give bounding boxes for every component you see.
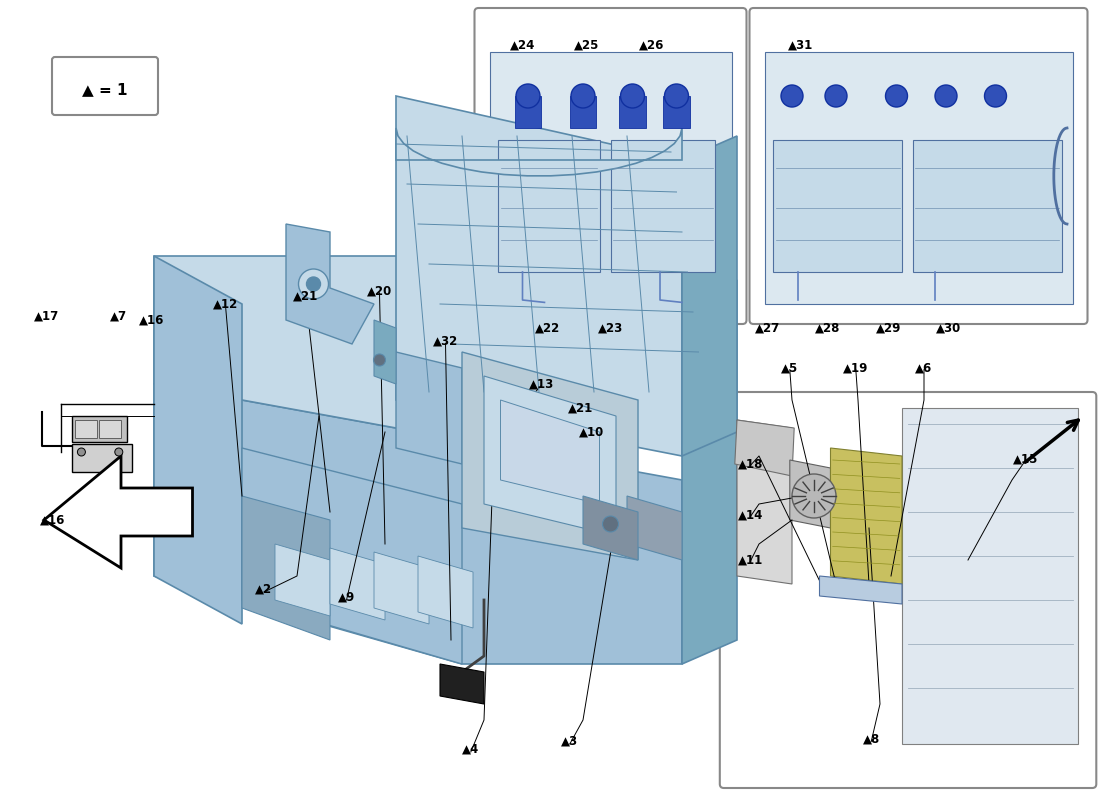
Bar xyxy=(75,420,97,438)
Polygon shape xyxy=(663,96,690,128)
Polygon shape xyxy=(610,140,715,272)
Text: a passion for parts since...: a passion for parts since... xyxy=(240,462,530,530)
Text: ▲5: ▲5 xyxy=(781,362,799,374)
Polygon shape xyxy=(396,128,682,176)
Polygon shape xyxy=(737,420,792,584)
Circle shape xyxy=(935,85,957,107)
Text: ▲3: ▲3 xyxy=(561,735,579,748)
Polygon shape xyxy=(773,140,902,272)
Circle shape xyxy=(298,269,329,299)
Polygon shape xyxy=(515,96,541,128)
Text: ▲9: ▲9 xyxy=(338,591,355,604)
Text: ▲11: ▲11 xyxy=(738,554,762,566)
Text: ▲15: ▲15 xyxy=(1012,453,1038,466)
Text: ▲ = 1: ▲ = 1 xyxy=(82,82,128,98)
FancyBboxPatch shape xyxy=(719,392,1097,788)
Polygon shape xyxy=(682,136,737,456)
Polygon shape xyxy=(286,224,374,344)
Circle shape xyxy=(77,448,86,456)
Text: ▲32: ▲32 xyxy=(433,335,458,348)
Text: ▲22: ▲22 xyxy=(536,322,560,334)
Text: ▲8: ▲8 xyxy=(862,733,880,746)
Text: ▲10: ▲10 xyxy=(580,426,604,438)
Polygon shape xyxy=(154,256,242,624)
Polygon shape xyxy=(583,496,638,560)
Polygon shape xyxy=(396,96,682,456)
Polygon shape xyxy=(440,664,484,704)
Text: ▲18: ▲18 xyxy=(737,458,763,470)
Polygon shape xyxy=(830,448,902,584)
Polygon shape xyxy=(418,556,473,628)
Circle shape xyxy=(374,354,385,366)
Circle shape xyxy=(603,516,618,532)
Circle shape xyxy=(114,448,123,456)
Circle shape xyxy=(307,277,320,291)
Polygon shape xyxy=(820,576,902,604)
Text: ▲24: ▲24 xyxy=(509,39,536,52)
Text: ▲29: ▲29 xyxy=(876,322,902,334)
Polygon shape xyxy=(490,52,732,304)
Circle shape xyxy=(620,84,645,108)
Polygon shape xyxy=(154,256,682,440)
Polygon shape xyxy=(374,320,396,384)
Text: ▲2: ▲2 xyxy=(255,583,273,596)
Circle shape xyxy=(886,85,907,107)
Polygon shape xyxy=(484,376,616,536)
Text: ▲30: ▲30 xyxy=(936,322,960,334)
Text: ▲23: ▲23 xyxy=(598,322,623,334)
Circle shape xyxy=(571,84,595,108)
Text: ▲20: ▲20 xyxy=(367,285,392,298)
Polygon shape xyxy=(275,544,330,616)
Circle shape xyxy=(984,85,1006,107)
Text: ▲6: ▲6 xyxy=(915,362,933,374)
Polygon shape xyxy=(913,140,1062,272)
Text: euro: euro xyxy=(232,363,428,437)
Text: ▲21: ▲21 xyxy=(569,402,593,414)
Text: ▲16: ▲16 xyxy=(40,514,66,526)
Circle shape xyxy=(664,84,689,108)
Circle shape xyxy=(825,85,847,107)
Text: ▲19: ▲19 xyxy=(843,362,869,374)
Polygon shape xyxy=(735,420,794,476)
Polygon shape xyxy=(462,352,638,560)
Text: ▲16: ▲16 xyxy=(139,314,165,326)
Polygon shape xyxy=(242,496,330,640)
Bar xyxy=(99,420,121,438)
FancyBboxPatch shape xyxy=(52,57,158,115)
Text: ▲21: ▲21 xyxy=(294,290,318,302)
Polygon shape xyxy=(627,496,682,560)
Polygon shape xyxy=(902,408,1078,744)
Bar xyxy=(72,444,132,472)
Polygon shape xyxy=(330,548,385,620)
Polygon shape xyxy=(396,352,462,464)
Text: ▲14: ▲14 xyxy=(737,509,763,522)
Polygon shape xyxy=(242,448,462,664)
Text: ▲12: ▲12 xyxy=(213,298,238,310)
FancyBboxPatch shape xyxy=(749,8,1088,324)
Text: ▲7: ▲7 xyxy=(110,310,128,322)
Text: ▲27: ▲27 xyxy=(756,322,780,334)
Polygon shape xyxy=(498,140,600,272)
Text: ▲28: ▲28 xyxy=(814,322,840,334)
Circle shape xyxy=(516,84,540,108)
Circle shape xyxy=(781,85,803,107)
Polygon shape xyxy=(44,456,192,568)
Polygon shape xyxy=(790,460,830,528)
Polygon shape xyxy=(570,96,596,128)
Polygon shape xyxy=(374,552,429,624)
Text: ▲4: ▲4 xyxy=(462,743,480,756)
Polygon shape xyxy=(764,52,1072,304)
Polygon shape xyxy=(682,280,737,664)
Text: ▲31: ▲31 xyxy=(789,39,813,52)
Text: ▲25: ▲25 xyxy=(573,39,600,52)
Text: ▲26: ▲26 xyxy=(638,39,664,52)
Bar xyxy=(72,416,126,442)
Text: ▲17: ▲17 xyxy=(34,310,58,322)
FancyBboxPatch shape xyxy=(474,8,747,324)
Polygon shape xyxy=(154,384,682,664)
Polygon shape xyxy=(500,400,600,504)
Text: ▲13: ▲13 xyxy=(529,378,553,390)
Polygon shape xyxy=(619,96,646,128)
Circle shape xyxy=(792,474,836,518)
